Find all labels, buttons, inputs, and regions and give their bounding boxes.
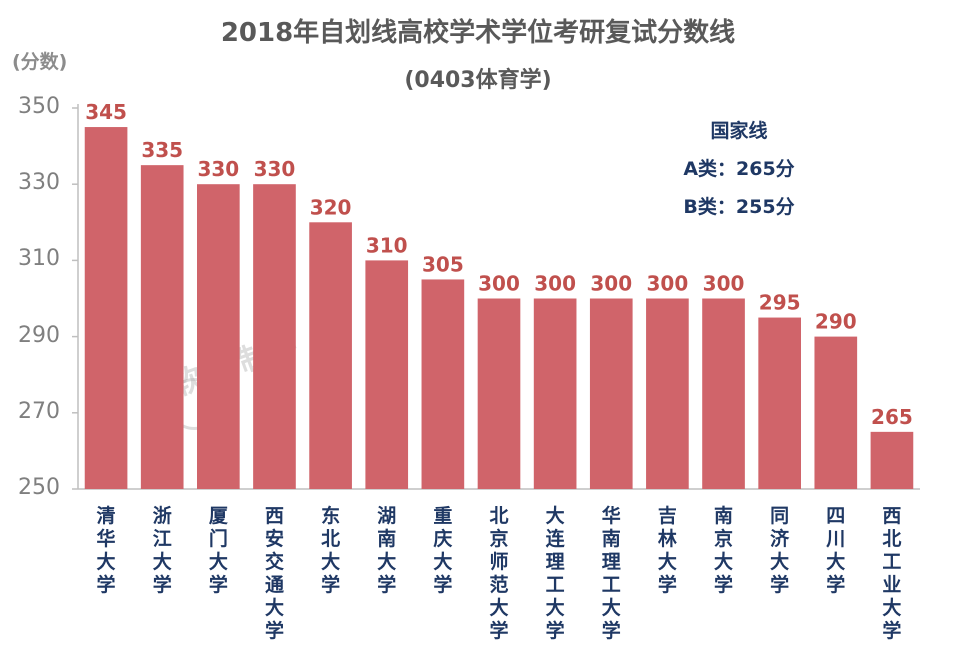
bar <box>814 336 858 489</box>
chart-title: 2018年自划线高校学术学位考研复试分数线 <box>220 18 736 48</box>
bar <box>533 298 577 489</box>
bar <box>197 184 240 489</box>
bar <box>84 127 128 490</box>
bar-value-label: 310 <box>366 233 408 257</box>
y-tick-label: 290 <box>18 322 60 348</box>
x-category-label: 重庆大学 <box>433 505 452 596</box>
bar-value-label: 300 <box>703 272 745 296</box>
x-category-label: 西安交通大学 <box>265 505 285 642</box>
bar-value-label: 300 <box>534 272 576 296</box>
x-category-label: 华南理工大学 <box>602 504 621 642</box>
x-category-label: 湖南大学 <box>377 505 396 596</box>
annotation-heading: 国家线 <box>710 120 768 142</box>
bar <box>309 222 352 490</box>
bar <box>870 431 914 489</box>
y-tick-label: 330 <box>18 170 60 196</box>
y-tick-label: 310 <box>18 246 60 272</box>
x-category-label: 同济大学 <box>770 505 790 596</box>
bar <box>758 317 801 489</box>
x-category-label: 清华大学 <box>97 504 116 596</box>
x-category-label: 南京大学 <box>714 505 733 596</box>
x-category-label: 吉林大学 <box>658 504 677 596</box>
bar <box>253 184 296 489</box>
x-category-label: 东北大学 <box>321 504 340 596</box>
bar-value-label: 335 <box>141 138 183 162</box>
bar <box>365 260 409 489</box>
bar-value-label: 265 <box>871 405 913 429</box>
bar <box>140 165 184 489</box>
y-tick-label: 350 <box>18 94 60 119</box>
x-category-label: 四川大学 <box>825 505 845 596</box>
annotation-line-a: A类：265分 <box>683 158 795 180</box>
x-category-label: 大连理工大学 <box>546 504 566 642</box>
y-tick-label: 270 <box>18 398 60 424</box>
national-line-annotation: 国家线 A类：265分 B类：255分 <box>664 112 814 226</box>
bar-value-label: 300 <box>478 272 520 296</box>
bar-value-label: 320 <box>310 195 352 219</box>
bar <box>477 298 521 489</box>
bar <box>421 279 465 489</box>
bar-value-label: 290 <box>815 310 857 334</box>
x-category-label: 北京师范大学 <box>489 505 508 642</box>
bar <box>702 298 745 489</box>
y-axis-label: (分数) <box>12 51 68 73</box>
bar <box>646 298 689 489</box>
bar-value-label: 300 <box>590 272 632 296</box>
x-category-label: 厦门大学 <box>209 505 229 596</box>
bar-value-label: 345 <box>85 100 127 124</box>
bar-value-label: 330 <box>197 157 239 181</box>
chart-subtitle: (0403体育学) <box>404 68 552 93</box>
x-category-label: 西北工业大学 <box>882 505 901 642</box>
y-tick-label: 250 <box>18 475 60 500</box>
bar-value-label: 305 <box>422 252 464 276</box>
annotation-line-b: B类：255分 <box>683 196 795 218</box>
x-category-label: 浙江大学 <box>153 504 172 596</box>
bar-value-label: 330 <box>254 157 296 181</box>
bar-value-label: 295 <box>759 291 801 315</box>
bar-value-label: 300 <box>647 272 689 296</box>
bar <box>589 298 633 489</box>
